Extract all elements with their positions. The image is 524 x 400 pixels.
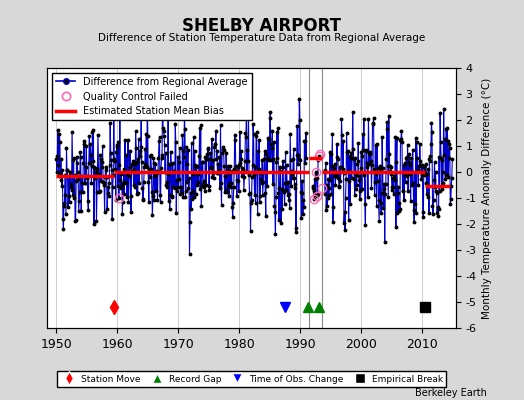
Text: Berkeley Earth: Berkeley Earth <box>416 388 487 398</box>
Legend: Difference from Regional Average, Quality Control Failed, Estimated Station Mean: Difference from Regional Average, Qualit… <box>52 73 252 120</box>
Y-axis label: Monthly Temperature Anomaly Difference (°C): Monthly Temperature Anomaly Difference (… <box>482 77 492 319</box>
Text: Difference of Station Temperature Data from Regional Average: Difference of Station Temperature Data f… <box>99 33 425 43</box>
Legend: Station Move, Record Gap, Time of Obs. Change, Empirical Break: Station Move, Record Gap, Time of Obs. C… <box>57 371 446 387</box>
Text: SHELBY AIRPORT: SHELBY AIRPORT <box>182 17 342 35</box>
